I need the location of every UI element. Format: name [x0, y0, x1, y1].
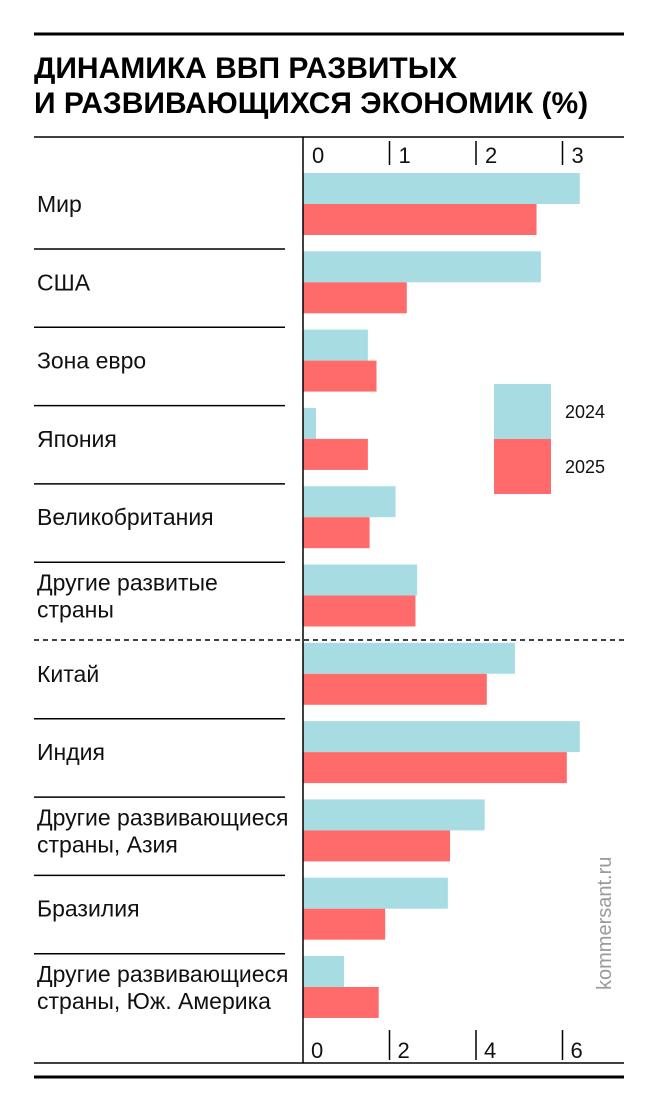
- category-label: Другие развитые: [37, 570, 218, 596]
- category-label: США: [37, 269, 91, 295]
- category-label: Япония: [37, 426, 117, 452]
- bottom-tick-label: 4: [484, 1038, 496, 1063]
- category-label: страны: [37, 597, 114, 623]
- category-label: Другие развивающиеся: [37, 961, 288, 987]
- top-axis: 0 1 2 3: [312, 141, 584, 168]
- legend-swatch-2024: [494, 384, 551, 439]
- legend-label-2024: 2024: [565, 402, 605, 422]
- category-label: Великобритания: [37, 504, 214, 530]
- legend-swatch-2025: [494, 439, 551, 494]
- bar-2024: [303, 721, 580, 753]
- bar-2024: [303, 642, 515, 674]
- category-label: страны, Юж. Америка: [37, 988, 271, 1014]
- bar-2025: [303, 595, 416, 627]
- bottom-axis: 0 2 4 6: [311, 1030, 583, 1063]
- category-label: Мир: [37, 191, 82, 217]
- bar-2025: [303, 987, 379, 1018]
- bar-2025: [303, 830, 451, 862]
- category-label: страны, Азия: [37, 831, 178, 857]
- category-label: Бразилия: [37, 896, 140, 922]
- bar-2024: [303, 877, 448, 909]
- category-label: Китай: [37, 661, 99, 687]
- category-labels: Мир США Зона евро Япония Великобритания Други…: [34, 191, 288, 1014]
- category-label: Индия: [37, 739, 105, 765]
- top-tick-label: 3: [572, 143, 584, 168]
- bar-2025: [303, 360, 377, 392]
- bar-2024: [303, 173, 580, 204]
- chart-title-line: ДИНАМИКА ВВП РАЗВИТЫХ: [34, 52, 457, 85]
- bar-2024: [303, 251, 541, 283]
- bar-2024: [303, 329, 368, 361]
- bar-2024: [303, 799, 485, 831]
- bars: [303, 173, 580, 1018]
- bar-2025: [303, 752, 567, 784]
- bar-2025: [303, 517, 370, 549]
- bottom-tick-label: 2: [398, 1038, 410, 1063]
- legend-label-2025: 2025: [565, 457, 605, 477]
- category-label: Другие развивающиеся: [37, 804, 288, 830]
- category-label: Зона евро: [37, 348, 146, 374]
- bar-2025: [303, 908, 386, 940]
- bar-2024: [303, 956, 345, 987]
- bar-2025: [303, 438, 368, 470]
- bar-2025: [303, 204, 537, 235]
- bar-2024: [303, 407, 316, 439]
- top-tick-label: 1: [399, 143, 411, 168]
- bar-2025: [303, 673, 487, 705]
- bottom-tick-label: 6: [571, 1038, 583, 1063]
- top-tick-label: 2: [485, 143, 497, 168]
- bar-2024: [303, 564, 418, 596]
- source-label: kommersant.ru: [594, 857, 616, 990]
- bar-2025: [303, 282, 407, 314]
- chart-title-line: И РАЗВИВАЮЩИХСЯ ЭКОНОМИК (%): [34, 87, 588, 120]
- top-tick-label: 0: [312, 143, 324, 168]
- bar-2024: [303, 486, 396, 518]
- legend: 2024 2025: [494, 384, 605, 494]
- bottom-tick-label: 0: [311, 1038, 323, 1063]
